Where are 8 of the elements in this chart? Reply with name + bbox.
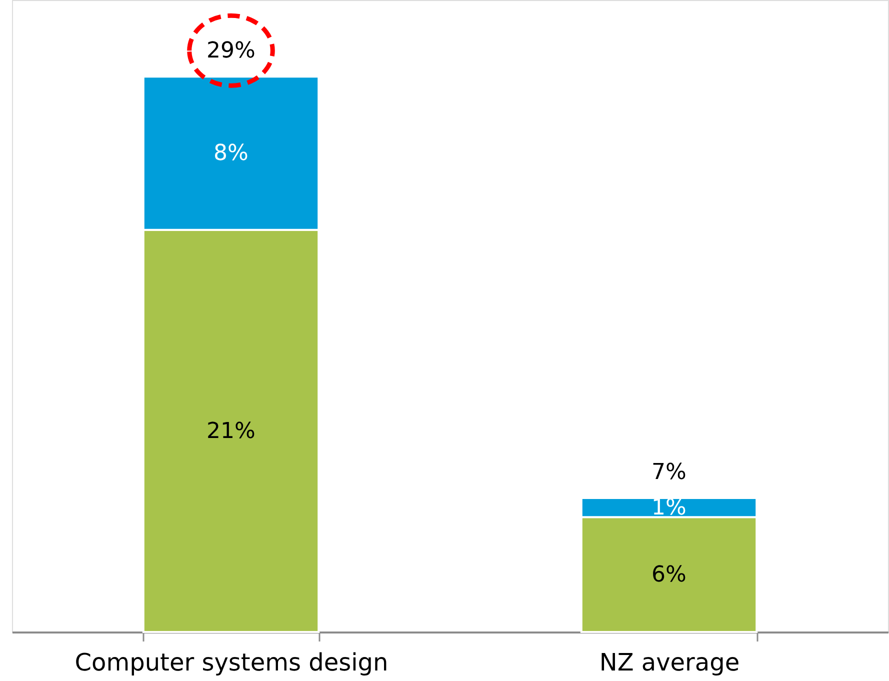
data-label: 8% — [214, 141, 248, 166]
total-label: 29% — [206, 38, 256, 64]
total-label: 7% — [652, 460, 686, 485]
x-tick-label: NZ average — [599, 648, 740, 676]
data-label: 1% — [652, 496, 686, 521]
data-label: 21% — [206, 418, 256, 444]
data-label: 6% — [652, 562, 686, 588]
x-tick-label: Computer systems design — [74, 648, 388, 676]
